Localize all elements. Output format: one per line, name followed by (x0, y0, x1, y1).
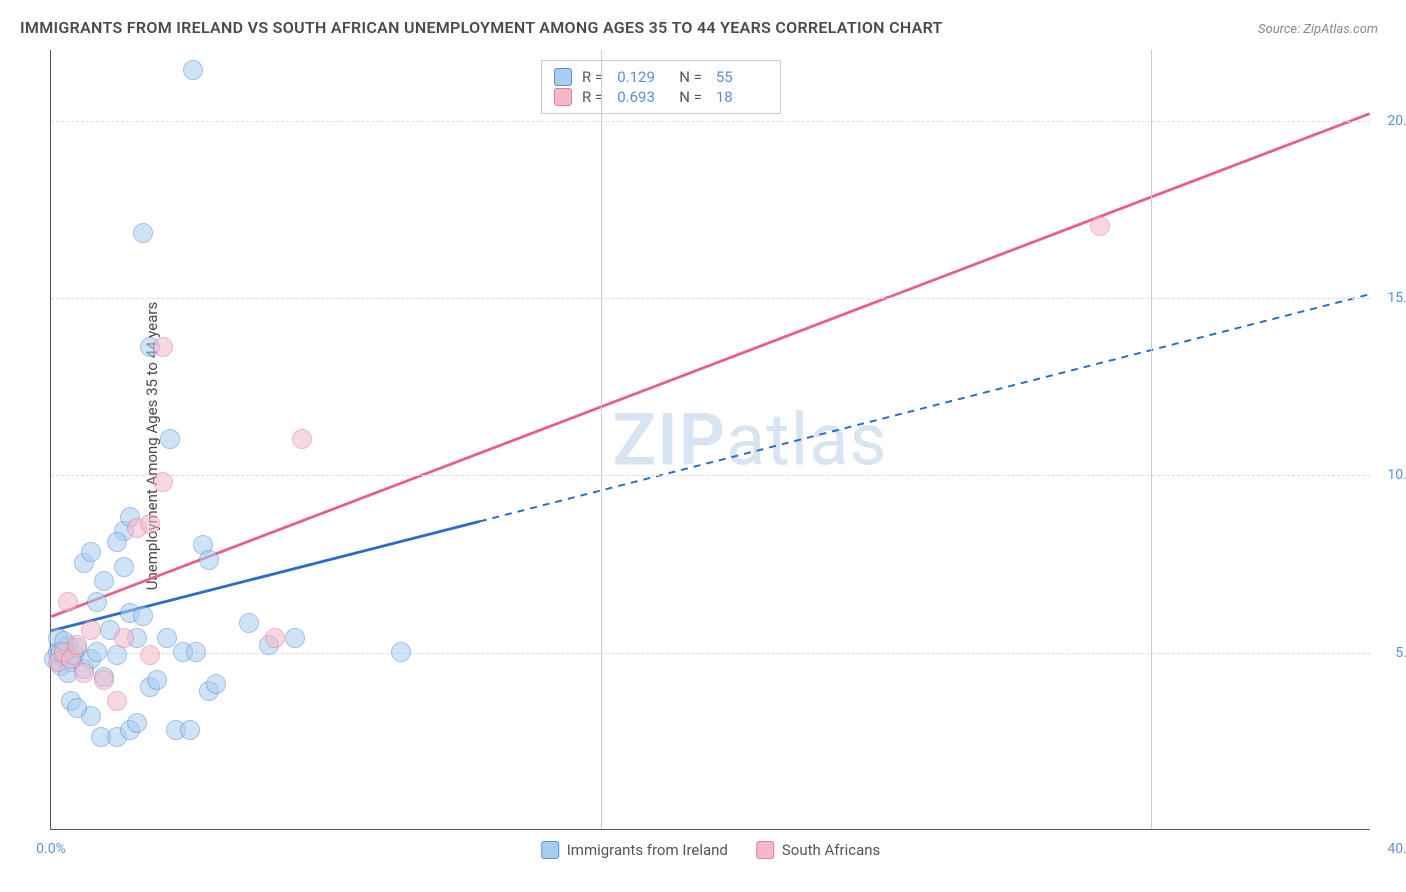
data-point-series-1 (107, 691, 127, 711)
data-point-series-1 (81, 620, 101, 640)
gridline-v (601, 50, 602, 829)
series-0-swatch (554, 68, 572, 86)
data-point-series-0 (114, 557, 134, 577)
series-legend: Immigrants from Ireland South Africans (541, 841, 881, 859)
data-point-series-0 (107, 532, 127, 552)
data-point-series-1 (140, 645, 160, 665)
data-point-series-0 (133, 223, 153, 243)
series-0-r-value: 0.129 (617, 68, 665, 86)
series-0-label: Immigrants from Ireland (567, 841, 728, 859)
series-1-n-value: 18 (716, 88, 764, 106)
trend-line-dashed (480, 294, 1370, 521)
series-0-n-value: 55 (716, 68, 764, 86)
data-point-series-1 (74, 663, 94, 683)
y-tick-label: 10.0% (1387, 467, 1406, 483)
data-point-series-0 (87, 642, 107, 662)
data-point-series-0 (87, 592, 107, 612)
data-point-series-0 (239, 613, 259, 633)
data-point-series-1 (153, 472, 173, 492)
data-point-series-0 (180, 720, 200, 740)
data-point-series-0 (160, 429, 180, 449)
data-point-series-0 (391, 642, 411, 662)
y-tick-label: 20.0% (1387, 113, 1406, 129)
data-point-series-0 (81, 542, 101, 562)
data-point-series-0 (107, 645, 127, 665)
trend-line-solid (51, 114, 1369, 617)
data-point-series-0 (206, 674, 226, 694)
gridline-h (51, 653, 1370, 654)
data-point-series-1 (114, 628, 134, 648)
data-point-series-0 (147, 670, 167, 690)
data-point-series-0 (285, 628, 305, 648)
gridline-h (51, 121, 1370, 122)
series-1-swatch-icon (756, 841, 774, 859)
data-point-series-0 (199, 550, 219, 570)
trend-lines (51, 50, 1370, 829)
y-tick-label: 15.0% (1387, 290, 1406, 306)
legend-item-0: Immigrants from Ireland (541, 841, 728, 859)
data-point-series-1 (58, 592, 78, 612)
data-point-series-0 (133, 606, 153, 626)
legend-item-1: South Africans (756, 841, 880, 859)
x-tick-label: 0.0% (36, 841, 66, 857)
series-1-swatch (554, 88, 572, 106)
gridline-h (51, 298, 1370, 299)
gridline-v (1151, 50, 1152, 829)
source-attribution: Source: ZipAtlas.com (1258, 22, 1378, 37)
y-tick-label: 5.0% (1395, 645, 1406, 661)
stats-row-series-1: R = 0.693 N = 18 (554, 87, 768, 107)
data-point-series-0 (94, 571, 114, 591)
chart-title: IMMIGRANTS FROM IRELAND VS SOUTH AFRICAN… (20, 18, 943, 37)
series-1-label: South Africans (782, 841, 880, 859)
data-point-series-1 (265, 628, 285, 648)
gridline-h (51, 475, 1370, 476)
data-point-series-0 (127, 713, 147, 733)
plot-area: ZIPatlas R = 0.129 N = 55 R = 0.693 N = … (50, 50, 1370, 830)
correlation-chart: IMMIGRANTS FROM IRELAND VS SOUTH AFRICAN… (0, 0, 1406, 892)
x-tick-label: 40.0% (1387, 841, 1406, 857)
data-point-series-0 (183, 60, 203, 80)
stats-row-series-0: R = 0.129 N = 55 (554, 67, 768, 87)
stats-legend: R = 0.129 N = 55 R = 0.693 N = 18 (541, 60, 781, 114)
data-point-series-1 (153, 337, 173, 357)
data-point-series-1 (1090, 216, 1110, 236)
data-point-series-1 (292, 429, 312, 449)
series-1-r-value: 0.693 (617, 88, 665, 106)
data-point-series-0 (67, 698, 87, 718)
data-point-series-0 (186, 642, 206, 662)
data-point-series-0 (157, 628, 177, 648)
data-point-series-1 (140, 514, 160, 534)
data-point-series-1 (94, 670, 114, 690)
series-0-swatch-icon (541, 841, 559, 859)
